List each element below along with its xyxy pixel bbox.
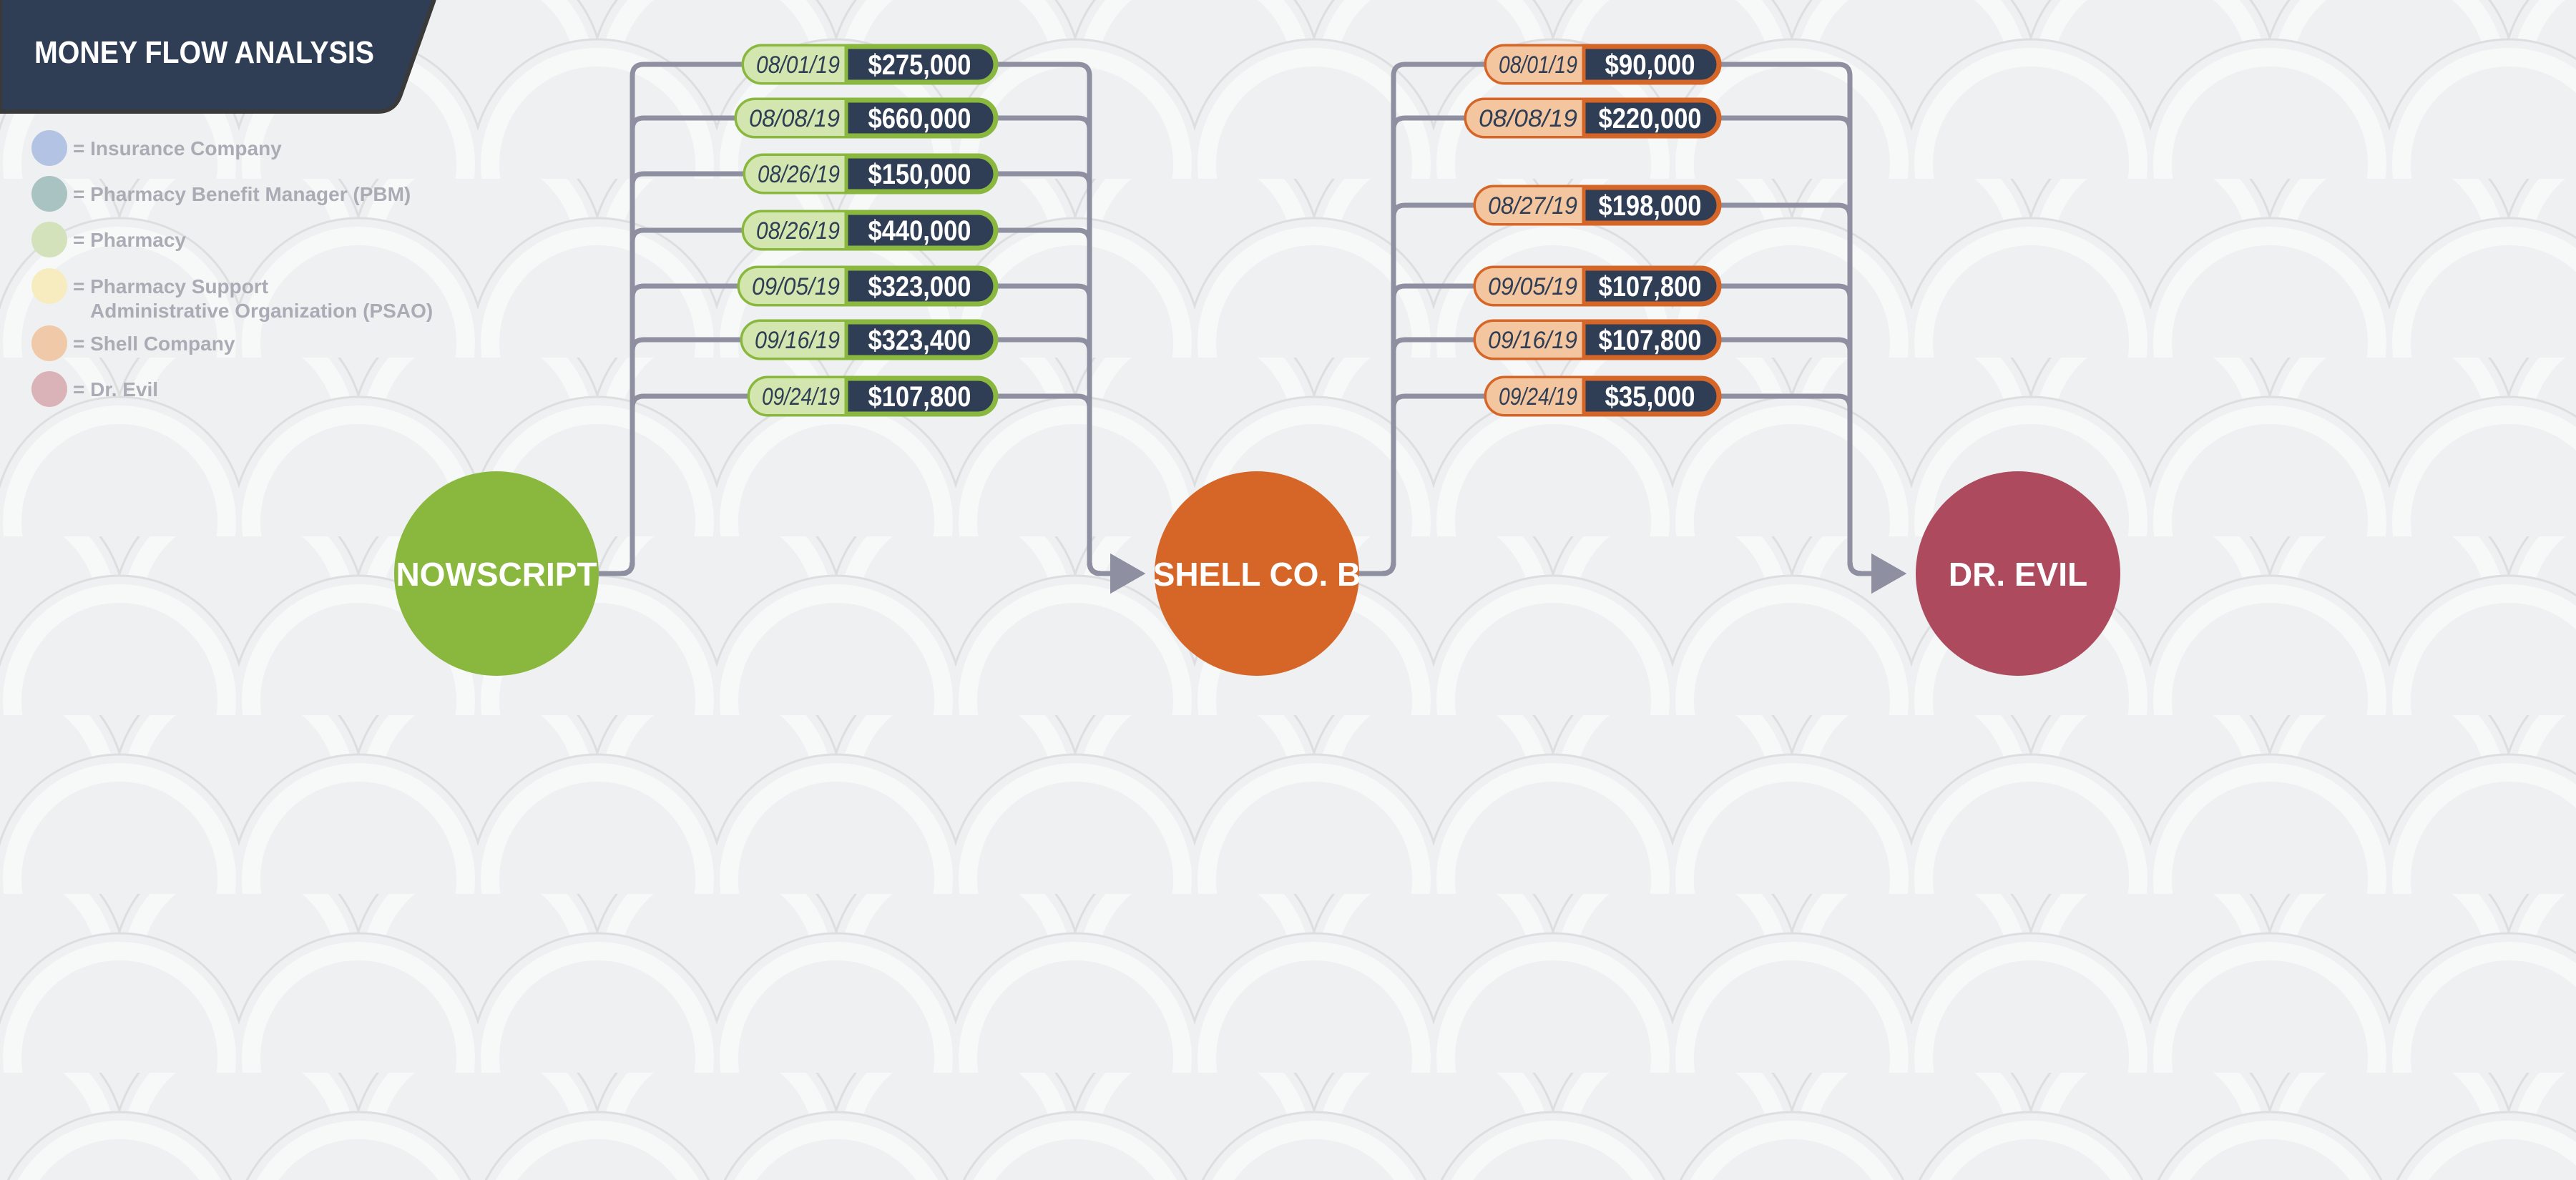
title-banner: MONEY FLOW ANALYSIS xyxy=(0,0,436,114)
legend-label: = Dr. Evil xyxy=(73,378,158,400)
legend-swatch-icon xyxy=(31,130,67,166)
transfer-date: 08/01/19 xyxy=(756,51,840,79)
node-label: NOWSCRIPT xyxy=(396,556,597,593)
transfer-date: 08/27/19 xyxy=(1488,192,1577,220)
legend-item: = Dr. Evil xyxy=(31,371,158,407)
transfer-pill[interactable]: 08/26/19 $440,000 xyxy=(741,210,999,251)
transfer-date: 09/16/19 xyxy=(1488,327,1577,354)
transfer-date: 08/01/19 xyxy=(1499,51,1577,79)
node-drevil[interactable]: DR. EVIL xyxy=(1916,471,2120,676)
connectors xyxy=(599,62,1906,594)
legend-label: = Pharmacy Benefit Manager (PBM) xyxy=(73,183,411,205)
legend-item: = Pharmacy xyxy=(31,222,186,257)
legend-item: = Pharmacy Benefit Manager (PBM) xyxy=(31,176,411,212)
transfer-pill[interactable]: 08/08/19 $220,000 xyxy=(1464,97,1722,139)
transfer-pill[interactable]: 09/05/19 $323,000 xyxy=(737,265,999,307)
transfer-amount: $90,000 xyxy=(1605,49,1695,81)
legend-swatch-icon xyxy=(31,325,67,361)
transfer-amount: $660,000 xyxy=(868,103,971,134)
transfer-date: 08/26/19 xyxy=(758,161,840,188)
legend-item: = Shell Company xyxy=(31,325,235,361)
transfer-pill[interactable]: 09/16/19 $323,400 xyxy=(740,319,999,360)
legend-swatch-icon xyxy=(31,176,67,212)
legend-swatch-icon xyxy=(31,371,67,407)
transfer-amount: $107,800 xyxy=(868,381,971,413)
transfer-amount: $275,000 xyxy=(868,49,971,81)
transfer-pill[interactable]: 09/05/19 $107,800 xyxy=(1473,265,1722,307)
transfer-date: 08/08/19 xyxy=(749,105,840,132)
connector-out xyxy=(1719,393,1906,594)
transfer-date: 08/26/19 xyxy=(756,217,840,245)
transfer-pill[interactable]: 08/01/19 $275,000 xyxy=(741,44,999,85)
page-title: MONEY FLOW ANALYSIS xyxy=(34,35,374,70)
transfer-labels: 08/01/19 $275,000 08/08/19 $660,000 08/26/19… xyxy=(734,44,1722,417)
transfer-amount: $323,400 xyxy=(868,325,971,356)
transfer-pill[interactable]: 08/01/19 $90,000 xyxy=(1484,44,1722,85)
transfer-amount: $440,000 xyxy=(868,215,971,247)
legend-swatch-icon xyxy=(31,222,67,257)
connector-in xyxy=(1359,393,1487,576)
legend-label: = Insurance Company xyxy=(73,137,282,159)
transfer-amount: $323,000 xyxy=(868,271,971,303)
transfer-pill[interactable]: 09/24/19 $35,000 xyxy=(1484,375,1722,417)
node-label: SHELL CO. B xyxy=(1153,556,1361,593)
legend-label: = Pharmacy xyxy=(73,229,186,251)
transfer-date: 09/05/19 xyxy=(1488,273,1577,300)
transfer-date: 09/24/19 xyxy=(762,383,840,410)
legend-swatch-icon xyxy=(31,268,67,304)
legend-label: = Pharmacy Support xyxy=(73,275,268,298)
transfer-pill[interactable]: 08/08/19 $660,000 xyxy=(734,97,999,139)
transfer-pill[interactable]: 08/26/19 $150,000 xyxy=(743,153,999,195)
transfer-amount: $198,000 xyxy=(1599,190,1702,222)
transfer-amount: $35,000 xyxy=(1605,381,1695,413)
transfer-date: 09/24/19 xyxy=(1499,383,1577,410)
transfer-pill[interactable]: 09/24/19 $107,800 xyxy=(747,375,999,417)
transfer-pill[interactable]: 08/27/19 $198,000 xyxy=(1473,185,1722,226)
transfer-date: 09/16/19 xyxy=(755,327,840,354)
node-shell[interactable]: SHELL CO. B xyxy=(1153,471,1361,676)
legend-item: = Insurance Company xyxy=(31,130,282,166)
transfer-amount: $220,000 xyxy=(1599,103,1702,134)
transfer-date: 08/08/19 xyxy=(1479,105,1577,132)
entity-nodes: NOWSCRIPT SHELL CO. B DR. EVIL xyxy=(394,471,2120,676)
connector-in xyxy=(599,393,750,576)
node-nowscript[interactable]: NOWSCRIPT xyxy=(394,471,599,676)
transfer-pill[interactable]: 09/16/19 $107,800 xyxy=(1473,319,1722,360)
legend-label-line2: Administrative Organization (PSAO) xyxy=(90,300,433,322)
transfer-date: 09/05/19 xyxy=(752,273,840,300)
node-label: DR. EVIL xyxy=(1949,556,2087,593)
legend-label: = Shell Company xyxy=(73,333,235,355)
transfer-amount: $107,800 xyxy=(1599,271,1702,303)
transfer-amount: $107,800 xyxy=(1599,325,1702,356)
transfer-amount: $150,000 xyxy=(868,159,971,190)
connector-out xyxy=(996,393,1145,594)
legend: = Insurance Company = Pharmacy Benefit Ma… xyxy=(31,130,433,407)
